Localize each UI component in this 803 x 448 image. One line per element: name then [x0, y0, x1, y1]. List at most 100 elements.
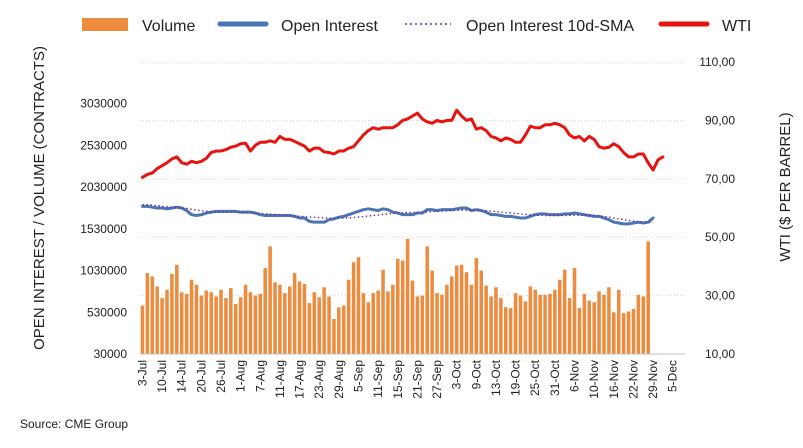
volume-bar [199, 295, 204, 354]
volume-bar [312, 292, 317, 354]
volume-bar [572, 268, 577, 354]
volume-bar [533, 289, 538, 354]
x-tick-label: 27-Sep [430, 360, 444, 399]
volume-bar [415, 296, 420, 354]
volume-bar [405, 238, 410, 354]
volume-bar [292, 273, 297, 354]
legend-swatch-volume [82, 18, 128, 31]
volume-bar [636, 294, 641, 354]
volume-bar [420, 295, 425, 354]
volume-bar [513, 293, 518, 354]
x-tick-label: 21-Sep [410, 360, 424, 399]
volume-bar [597, 291, 601, 354]
volume-bars [140, 238, 650, 354]
volume-bar [528, 286, 533, 354]
volume-bar [494, 287, 498, 354]
volume-bar [499, 298, 503, 354]
right-tick-label: 30,00 [705, 289, 735, 303]
volume-bar [430, 270, 434, 354]
volume-bar [238, 297, 243, 354]
x-tick-label: 5-Sep [352, 360, 366, 392]
volume-bar [543, 294, 547, 354]
legend-label-open-interest: Open Interest [281, 18, 379, 35]
x-tick-label: 11-Sep [371, 360, 385, 398]
volume-bar [484, 285, 488, 354]
volume-bar [219, 289, 223, 354]
volume-bar [243, 284, 248, 354]
right-tick-label: 10,00 [705, 347, 735, 361]
volume-bar [327, 296, 331, 354]
volume-bar [145, 273, 150, 354]
volume-bar [150, 276, 155, 354]
volume-bar [283, 293, 287, 354]
volume-bar [297, 281, 302, 354]
right-tick-label: 90,00 [705, 113, 735, 127]
left-tick-label: 1030000 [80, 264, 127, 278]
x-tick-label: 3-Oct [450, 359, 464, 389]
volume-bar [504, 307, 508, 354]
volume-bar [258, 293, 263, 354]
x-tick-label: 29-Nov [646, 360, 660, 399]
volume-bar [322, 287, 326, 354]
volume-bar [229, 288, 233, 354]
x-tick-label: 3-Jul [136, 360, 150, 386]
volume-bar [351, 262, 356, 354]
volume-bar [170, 273, 174, 354]
volume-bar [508, 308, 513, 354]
volume-bar [582, 293, 587, 354]
left-tick-label: 30000 [94, 347, 128, 361]
x-tick-label: 6-Nov [568, 360, 582, 392]
volume-bar [445, 284, 449, 354]
volume-bar [548, 293, 552, 354]
left-axis-title: OPEN INTEREST / VOLUME (CONTRACTS) [31, 46, 48, 350]
volume-bar [209, 292, 213, 354]
volume-bar [587, 300, 592, 354]
volume-bar [391, 284, 395, 354]
volume-bar [356, 257, 361, 354]
volume-bar [189, 279, 194, 354]
volume-bar [435, 293, 439, 354]
volume-bar [175, 264, 179, 354]
volume-bar [332, 318, 336, 354]
volume-bar [474, 258, 479, 354]
volume-bar [396, 258, 400, 354]
x-tick-label: 1-Aug [234, 360, 248, 392]
volume-bar [204, 290, 209, 354]
volume-bar [440, 294, 444, 354]
volume-bar [160, 298, 164, 354]
volume-bar [155, 286, 159, 354]
volume-bar [214, 296, 218, 354]
right-tick-label: 110,00 [699, 55, 735, 69]
volume-bar [165, 289, 169, 354]
volume-bar [425, 246, 429, 354]
right-axis-title: WTI ($ PER BARREL) [777, 112, 794, 261]
volume-bar [317, 297, 321, 354]
right-tick-label: 70,00 [705, 172, 735, 186]
volume-bar [184, 293, 189, 354]
legend-label-open-interest-sma: Open Interest 10d-SMA [466, 18, 634, 35]
volume-bar [366, 302, 371, 354]
volume-bar [253, 295, 258, 354]
x-tick-label: 15-Sep [391, 360, 405, 399]
volume-bar [631, 308, 636, 354]
volume-bar [646, 241, 650, 354]
wti-line [140, 108, 665, 179]
x-axis-ticks: 3-Jul 10-Jul 14-Jul 20-Jul 26-Jul 1-Aug 7-Aug 1… [136, 359, 680, 398]
volume-bar [337, 307, 341, 354]
volume-bar [248, 292, 253, 354]
volume-bar [376, 290, 380, 354]
volume-bar [307, 303, 312, 354]
volume-bar [140, 305, 145, 354]
series-lines [140, 108, 665, 226]
x-tick-label: 9-Oct [469, 359, 483, 389]
volume-bar [268, 246, 272, 354]
volume-bar [381, 269, 385, 354]
left-axis-ticks: 30000 530000 1030000 1530000 2030000 2530000 3… [80, 97, 127, 361]
volume-bar [641, 296, 646, 354]
x-tick-label: 17-Aug [293, 360, 307, 399]
volume-bar [287, 286, 292, 354]
x-tick-label: 25-Oct [528, 359, 542, 396]
volume-bar [489, 296, 493, 354]
volume-bar [454, 265, 459, 354]
